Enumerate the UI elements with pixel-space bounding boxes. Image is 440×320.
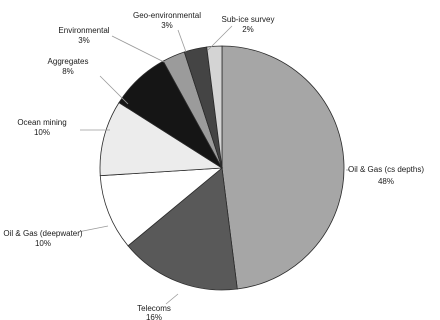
leader-line-telecoms <box>165 293 179 305</box>
slice-value-label: 10% <box>34 128 50 137</box>
slice-name-label: Aggregates <box>48 57 89 66</box>
slice-name-label: Oil & Gas (deepwater) <box>3 229 82 238</box>
slice-value-label: 2% <box>242 25 254 34</box>
pie-slice-telecoms <box>127 167 238 291</box>
leader-line-geo-environmental <box>177 29 187 53</box>
pie-slice-sub-ice-survey <box>206 45 223 169</box>
pie-slice-ocean-mining <box>99 102 224 177</box>
leader-line-environmental <box>111 35 165 63</box>
leader-line-aggregates <box>99 75 129 105</box>
pie-slice-oil-gas-deepwater <box>99 167 224 247</box>
slice-name-label: Ocean mining <box>17 118 66 127</box>
leader-lines <box>77 25 350 305</box>
slice-value-label: 3% <box>78 36 90 45</box>
slice-value-label: 10% <box>35 239 51 248</box>
pie-slices <box>99 45 345 291</box>
slice-name-label: Oil & Gas (cs depths) <box>348 165 424 174</box>
slice-value-label: 48% <box>378 177 394 186</box>
slice-value-label: 3% <box>161 21 173 30</box>
slice-name-label: Sub-ice survey <box>222 15 275 24</box>
slice-value-label: 8% <box>62 67 74 76</box>
slice-name-label: Telecoms <box>137 304 171 313</box>
slice-name-label: Environmental <box>58 26 109 35</box>
leader-line-sub-ice-survey <box>207 25 233 51</box>
slice-value-label: 16% <box>146 313 162 320</box>
pie-slice-oil-gas-cs-depths <box>221 45 345 290</box>
leader-line-oil-gas-deepwater <box>77 225 109 233</box>
slice-name-label: Geo-environmental <box>133 11 201 20</box>
